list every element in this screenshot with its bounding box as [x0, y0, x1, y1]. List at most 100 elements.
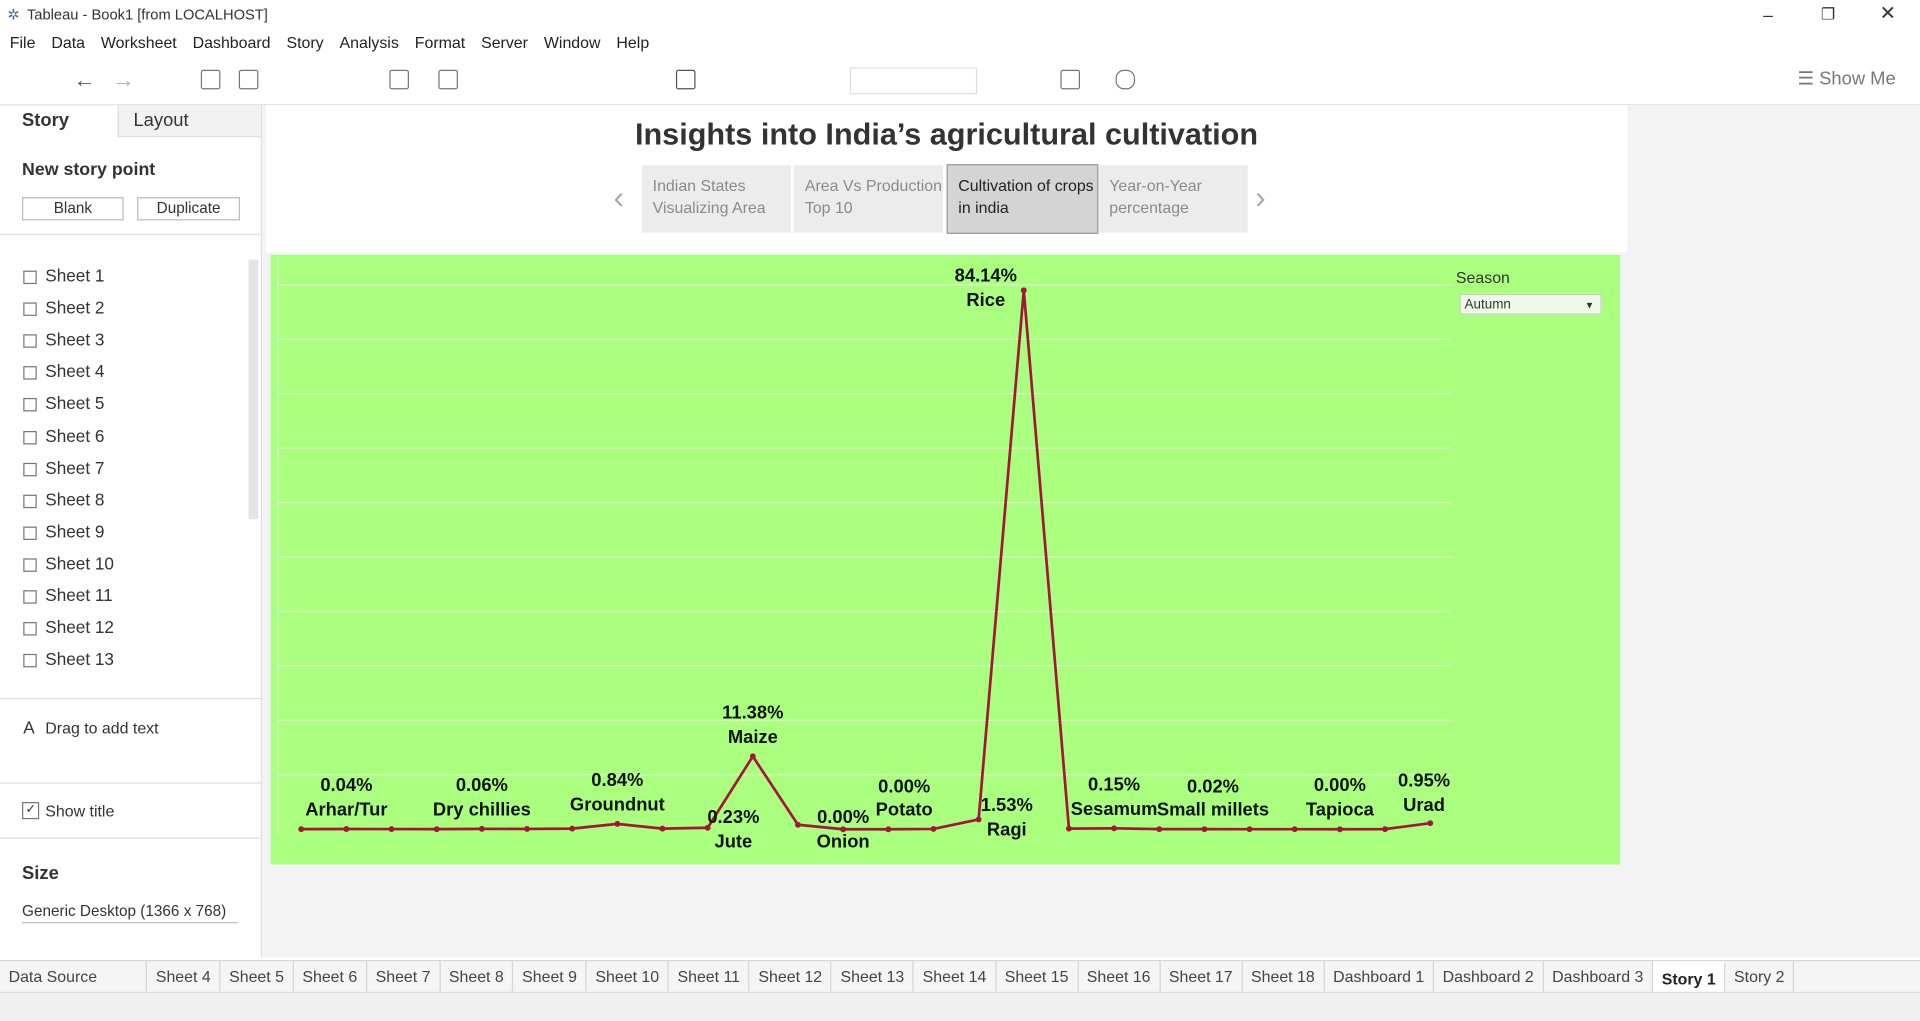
sheet-item[interactable]: Sheet 3 [45, 329, 105, 350]
data-point [1201, 826, 1208, 833]
sheet-tab[interactable]: Sheet 11 [669, 961, 750, 994]
sheet-item[interactable]: Sheet 10 [45, 553, 114, 573]
new-data-source-button[interactable] [238, 69, 259, 90]
value-label: 0.00% [878, 775, 930, 796]
sheet-tab[interactable]: Sheet 12 [750, 961, 832, 994]
data-point [659, 825, 666, 832]
story-point-caption[interactable]: Area Vs Production Top 10 [793, 165, 944, 233]
sheet-tab[interactable]: Sheet 4 [147, 961, 221, 994]
menu-item[interactable]: Worksheet [100, 33, 177, 52]
redo-button[interactable]: → [112, 67, 135, 92]
restore-button[interactable]: ❐ [1820, 4, 1836, 24]
category-label: Onion [817, 831, 870, 852]
drag-text-item[interactable]: Drag to add text [45, 718, 159, 738]
menu-item[interactable]: Server [481, 33, 528, 52]
sheet-tab[interactable]: Sheet 15 [996, 961, 1079, 994]
divider [0, 837, 261, 839]
sheet-tab[interactable]: Sheet 17 [1160, 961, 1243, 994]
filter-label: Season [1455, 268, 1510, 287]
sheet-item[interactable]: Sheet 7 [45, 457, 105, 478]
category-label: Tapioca [1306, 799, 1375, 820]
season-filter-dropdown[interactable]: Autumn ▼ [1459, 293, 1602, 315]
menu-item[interactable]: Format [414, 33, 466, 52]
close-button[interactable]: ✕ [1879, 3, 1897, 25]
value-label: 0.15% [1088, 773, 1140, 794]
minimize-button[interactable]: – [1763, 4, 1773, 25]
story-point-caption[interactable]: Indian States Visualizing Area [641, 165, 792, 233]
value-label: 0.00% [1314, 774, 1366, 795]
sheet-item[interactable]: Sheet 8 [45, 489, 105, 510]
fit-dropdown[interactable] [849, 67, 978, 95]
share-button[interactable] [1115, 69, 1136, 90]
value-label: 1.53% [981, 794, 1033, 815]
sheet-item[interactable]: Sheet 2 [45, 297, 105, 318]
value-label: 0.23% [707, 806, 759, 827]
undo-button[interactable]: ← [73, 67, 96, 92]
category-label: Ragi [987, 818, 1027, 839]
value-label: 0.06% [456, 774, 508, 795]
category-label: Small millets [1157, 799, 1269, 820]
show-title-checkbox[interactable]: ✓ [22, 802, 40, 820]
sheet-tab[interactable]: Sheet 10 [587, 961, 669, 994]
menu-item[interactable]: Window [543, 33, 601, 52]
sheet-tab[interactable]: Sheet 7 [367, 961, 441, 994]
show-title-label: Show title [45, 802, 115, 821]
sheet-item[interactable]: Sheet 6 [45, 425, 105, 446]
highlight-button[interactable] [675, 69, 696, 90]
sheet-tab[interactable]: Story 2 [1725, 961, 1795, 994]
new-worksheet-button[interactable] [389, 69, 409, 90]
category-label: Dry chillies [433, 798, 531, 819]
story-point-button[interactable]: Blank [22, 197, 124, 221]
sheet-item[interactable]: Sheet 5 [45, 393, 105, 414]
data-point [840, 826, 847, 833]
sheet-tab[interactable]: Sheet 14 [914, 961, 997, 994]
sheet-item[interactable]: Sheet 11 [45, 585, 113, 605]
sheet-tab[interactable]: Dashboard 2 [1434, 961, 1544, 994]
sheet-tab[interactable]: Story 1 [1653, 961, 1726, 994]
sheet-tab[interactable]: Dashboard 1 [1325, 961, 1435, 994]
sheet-item[interactable]: Sheet 9 [45, 521, 105, 541]
sheet-item[interactable]: Sheet 12 [45, 617, 114, 637]
size-dropdown[interactable]: Generic Desktop (1366 x 768) [22, 902, 238, 924]
sheet-tab[interactable]: Sheet 9 [514, 961, 587, 994]
sheet-item[interactable]: Sheet 1 [45, 265, 105, 286]
presentation-button[interactable] [1060, 69, 1080, 90]
previous-point-arrow[interactable]: ‹ [613, 178, 625, 216]
duplicate-button[interactable] [438, 69, 458, 90]
category-label: Urad [1403, 794, 1445, 815]
divider [0, 697, 261, 700]
sheet-tab[interactable]: Sheet 8 [440, 961, 514, 994]
next-point-arrow[interactable]: › [1255, 178, 1266, 216]
category-label: Arhar/Tur [305, 798, 387, 819]
show-me-button[interactable]: ☰ Show Me [1797, 68, 1896, 90]
sheet-tab[interactable]: Sheet 13 [832, 961, 915, 994]
data-point [478, 825, 485, 832]
story-point-caption[interactable]: Year-on-Year percentage [1098, 165, 1248, 233]
story-point-caption[interactable]: Cultivation of crops in india [946, 164, 1098, 234]
sheet-tab[interactable]: Sheet 5 [221, 961, 294, 994]
menu-item[interactable]: Data [51, 33, 86, 52]
story-tab[interactable]: Story [0, 105, 117, 138]
sheet-tab[interactable]: Dashboard 3 [1544, 961, 1654, 994]
sheet-tab[interactable]: Sheet 6 [294, 961, 368, 994]
data-point [1111, 825, 1118, 832]
value-label: 0.95% [1398, 769, 1450, 790]
sheet-tab[interactable]: Sheet 18 [1242, 961, 1325, 994]
sheet-tab[interactable]: Sheet 16 [1078, 961, 1161, 994]
save-button[interactable] [200, 69, 221, 90]
sheet-item[interactable]: Sheet 4 [45, 361, 105, 382]
sheet-item[interactable]: Sheet 13 [45, 649, 114, 669]
sheet-tab[interactable]: Data Source [0, 961, 148, 994]
data-point [614, 820, 621, 827]
layout-tab[interactable]: Layout [117, 105, 261, 138]
menu-item[interactable]: Dashboard [192, 33, 271, 52]
story-point-button[interactable]: Duplicate [137, 197, 240, 221]
menu-item[interactable]: Help [616, 33, 650, 52]
value-label: 0.02% [1187, 775, 1239, 796]
story-sidebar: Story Layout New story point Blank Duplicate… [0, 105, 263, 958]
data-point [1156, 826, 1163, 833]
status-bar [0, 991, 1920, 1021]
menu-item[interactable]: Analysis [339, 33, 399, 52]
menu-item[interactable]: File [9, 33, 36, 52]
menu-item[interactable]: Story [286, 33, 324, 52]
